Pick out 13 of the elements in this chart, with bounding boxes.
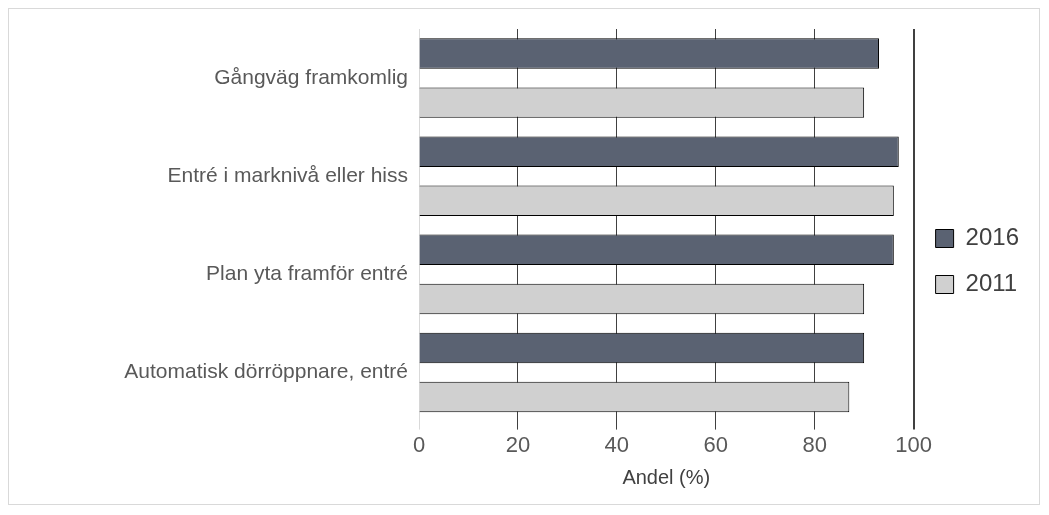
x-tick-label: 80 (802, 431, 827, 457)
x-tick-label: 20 (505, 431, 531, 457)
y-tick-label: Entré i marknivå eller hiss (167, 163, 408, 187)
x-tick-label: 40 (604, 431, 630, 457)
y-tick-label: Gångväg framkomlig (214, 64, 408, 88)
x-axis-title: Andel (%) (622, 465, 711, 488)
y-tick-label: Automatisk dörröppnare, entré (124, 359, 408, 383)
x-tick-label: 100 (895, 431, 932, 457)
legend-label: 2016 (965, 223, 1019, 251)
legend-label: 2011 (965, 269, 1018, 297)
x-tick-label: 60 (703, 431, 729, 457)
y-tick-label: Plan yta framför entré (206, 261, 408, 285)
x-tick-label: 0 (412, 431, 426, 457)
